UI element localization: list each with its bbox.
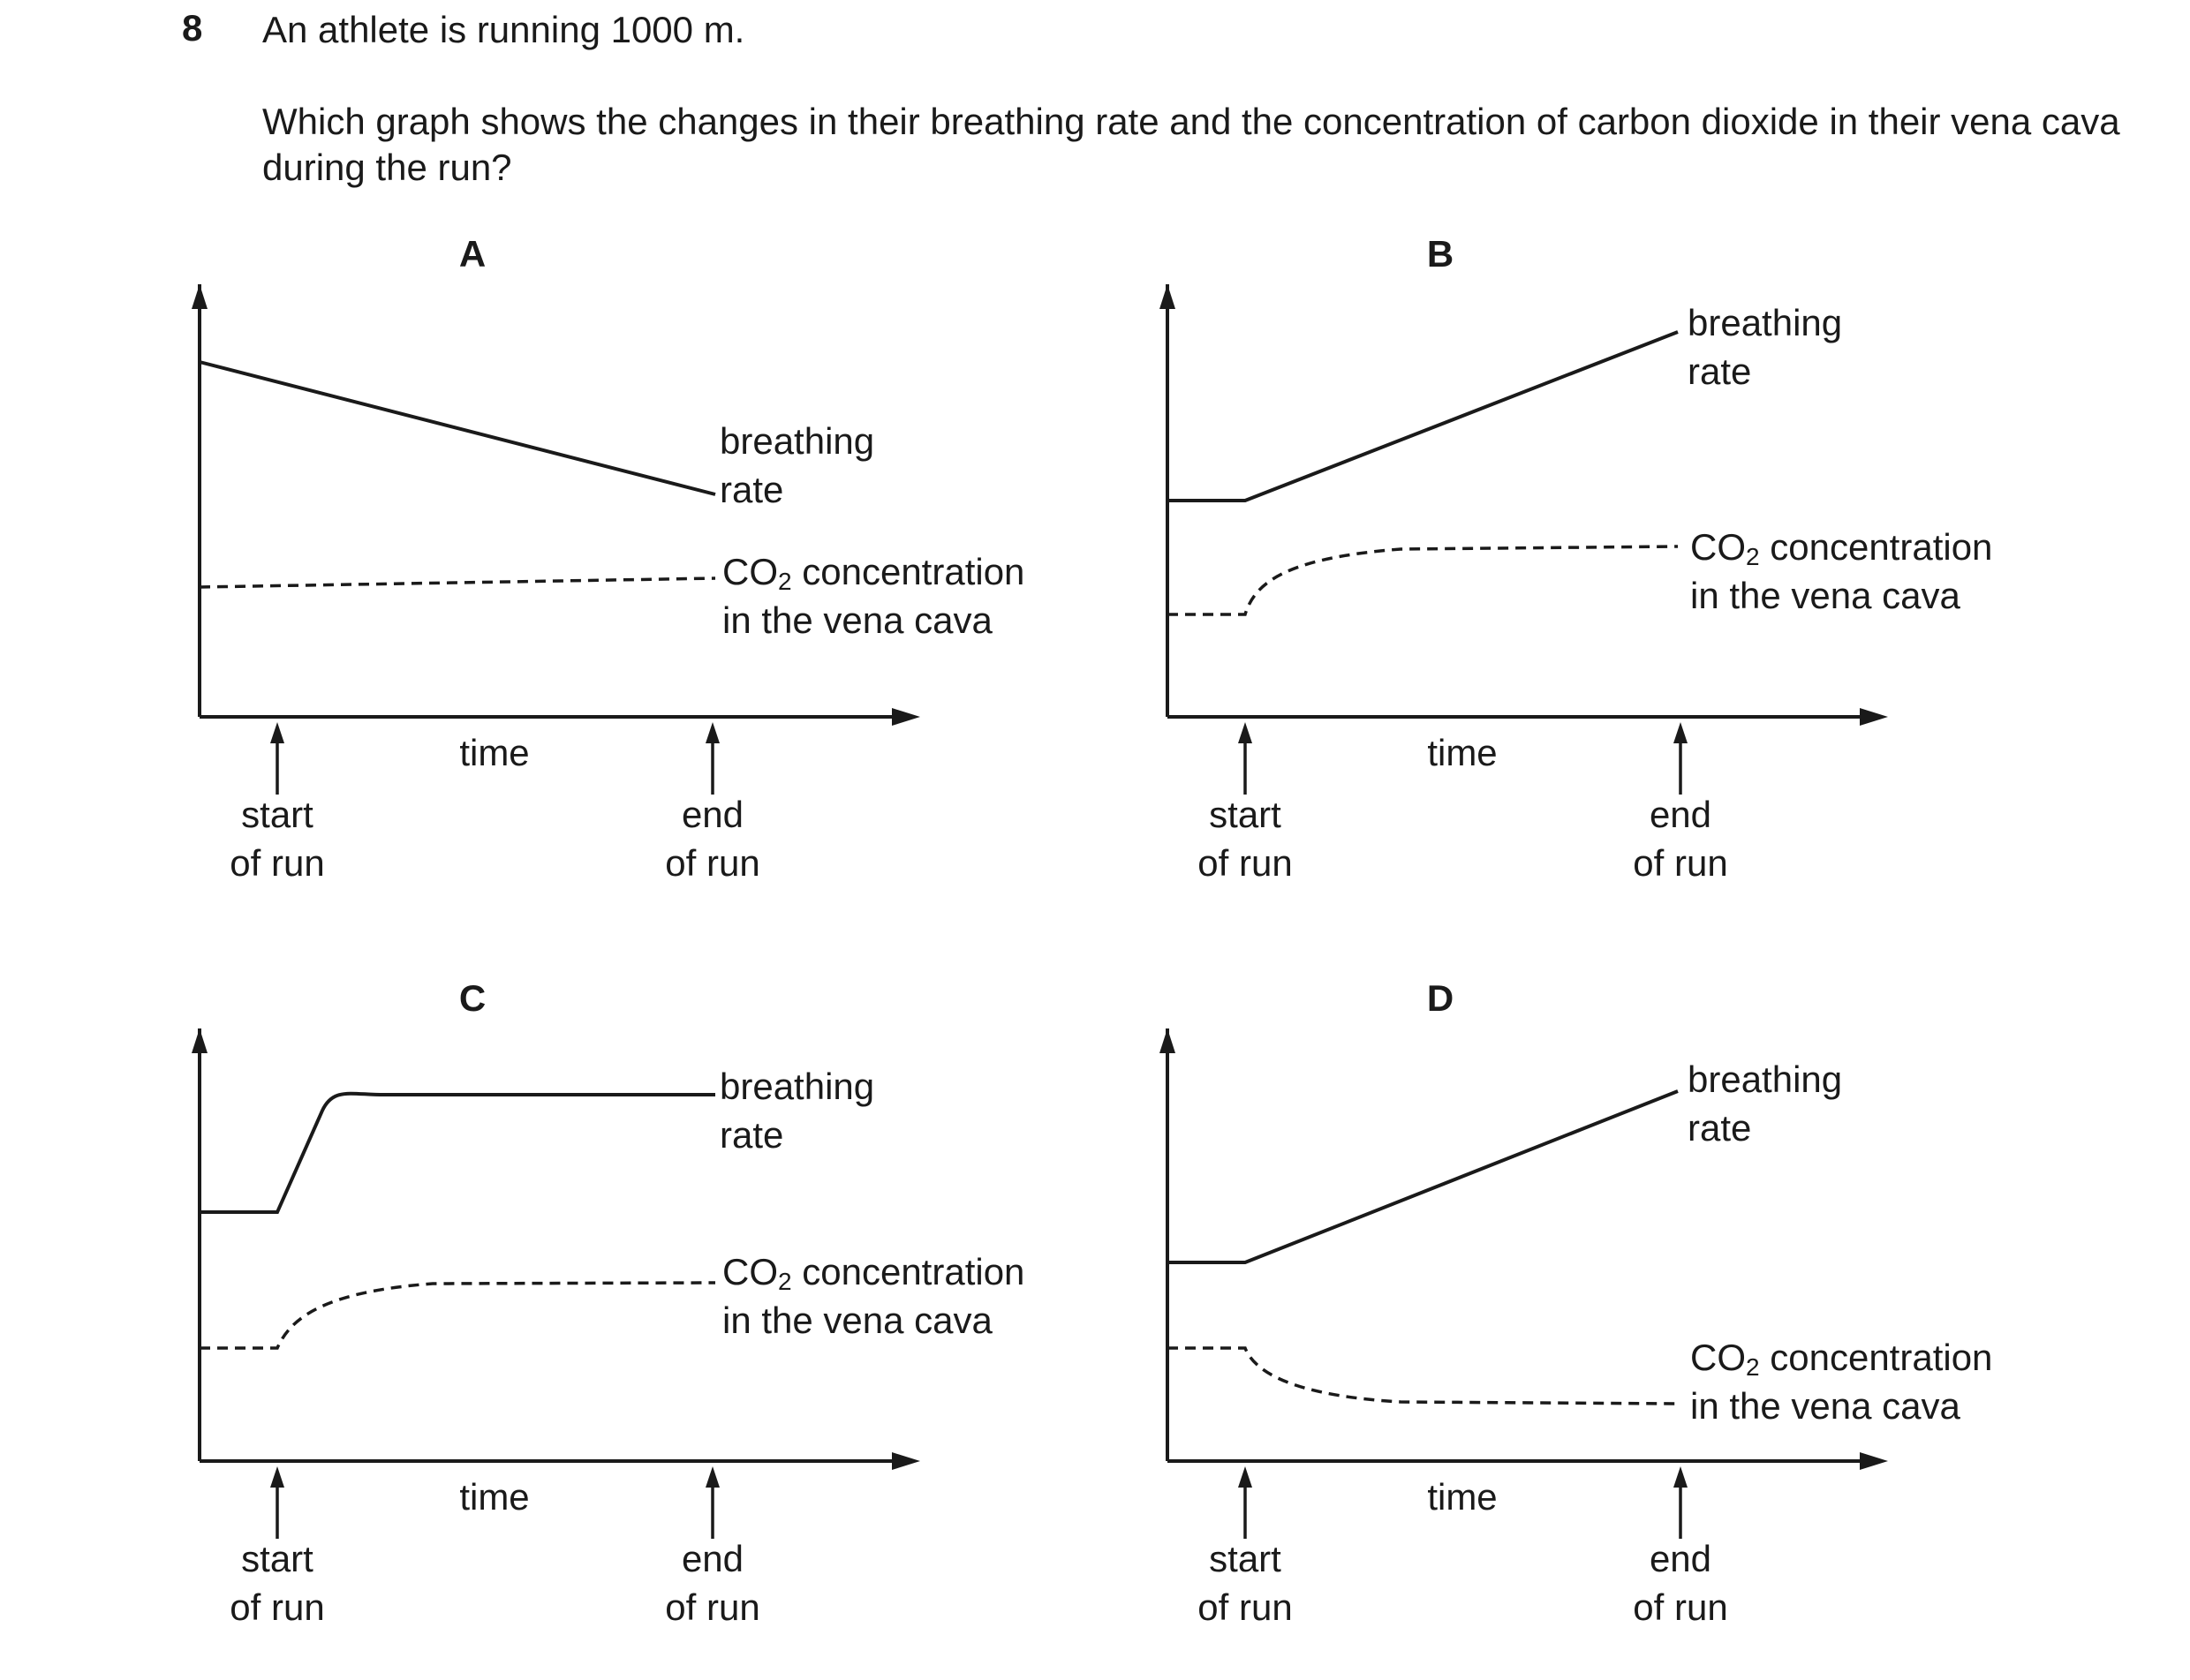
end-of-run-label: end of run	[1633, 794, 1728, 884]
option-letter-c: C	[458, 977, 487, 1019]
co2-label: CO2 concentration in the vena cava	[722, 551, 1025, 641]
co2-concentration-line	[200, 1281, 716, 1350]
start-of-run-label: start of run	[230, 794, 325, 884]
graph-a: A breathing rate CO2 concentration in the …	[141, 230, 1113, 936]
breathing-rate-line	[200, 1091, 715, 1214]
start-of-run-label: start of run	[230, 1538, 325, 1628]
question-text: Which graph shows the changes in their b…	[262, 101, 2120, 188]
breathing-rate-label: breathing rate	[1688, 302, 1843, 392]
co2-label: CO2 concentration in the vena cava	[1690, 1337, 1993, 1427]
breathing-rate-label: breathing rate	[1688, 1058, 1843, 1149]
co2-concentration-line	[199, 576, 716, 589]
question-stem: An athlete is running 1000 m. Which grap…	[262, 7, 2134, 191]
start-of-run-label: start of run	[1197, 794, 1293, 884]
co2-label: CO2 concentration in the vena cava	[1690, 526, 1993, 616]
question-number: 8	[182, 7, 203, 49]
graph-c-plot	[192, 1028, 920, 1539]
time-axis-label: time	[1427, 1476, 1498, 1518]
graph-a-plot	[192, 284, 920, 795]
co2-label: CO2 concentration in the vena cava	[722, 1251, 1025, 1341]
start-of-run-label: start of run	[1197, 1538, 1293, 1628]
time-axis-label: time	[1427, 732, 1498, 773]
question-context: An athlete is running 1000 m.	[262, 9, 745, 50]
breathing-rate-label: breathing rate	[720, 420, 875, 510]
breathing-rate-line	[199, 360, 716, 496]
end-of-run-label: end of run	[665, 1538, 760, 1628]
time-axis-label: time	[459, 1476, 530, 1518]
end-of-run-label: end of run	[1633, 1538, 1728, 1628]
breathing-rate-label: breathing rate	[720, 1066, 875, 1156]
time-axis-label: time	[459, 732, 530, 773]
breathing-rate-line	[1167, 330, 1679, 502]
option-letter-b: B	[1426, 233, 1454, 275]
graph-b-plot	[1159, 284, 1888, 795]
end-of-run-label: end of run	[665, 794, 760, 884]
graph-b: B breathing rate CO2 concentration in the …	[1109, 230, 2080, 936]
option-letter-d: D	[1426, 977, 1454, 1019]
breathing-rate-line	[1167, 1089, 1679, 1264]
co2-concentration-line	[1167, 1346, 1679, 1405]
co2-concentration-line	[1167, 545, 1679, 616]
graph-d-plot	[1159, 1028, 1888, 1539]
graph-c: C breathing rate CO2 concentration in the …	[141, 974, 1113, 1680]
option-letter-a: A	[458, 233, 487, 275]
graph-d: D breathing rate CO2 concentration in the …	[1109, 974, 2080, 1680]
